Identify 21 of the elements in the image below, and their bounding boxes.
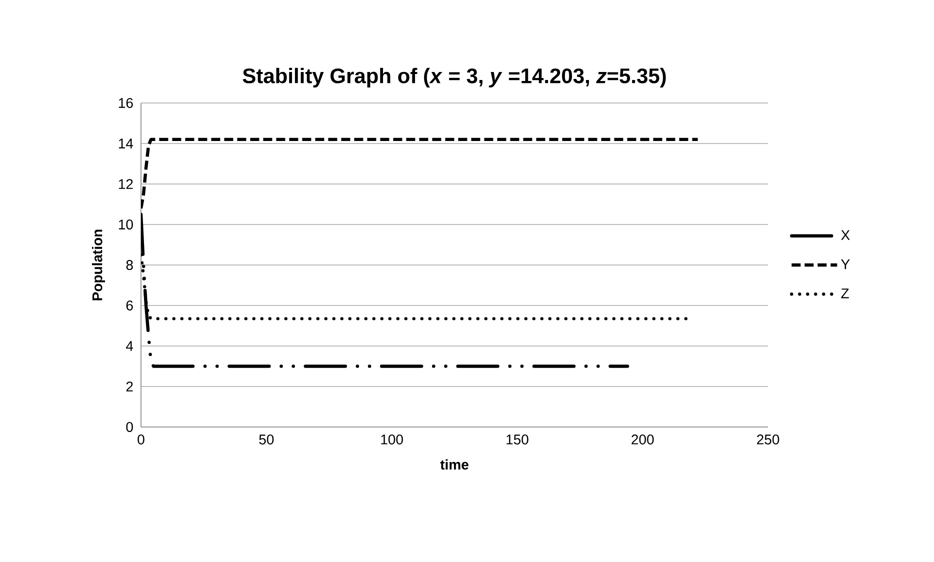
y-tick-label: 16 — [118, 98, 133, 108]
x-tick-label: 50 — [259, 434, 274, 444]
y-tick-label: 8 — [126, 260, 133, 270]
x-tick-label: 250 — [757, 434, 780, 444]
y-axis-title: Population — [92, 230, 106, 300]
y-tick-label: 10 — [118, 220, 133, 230]
x-tick-label: 150 — [506, 434, 528, 444]
x-tick-label: 200 — [632, 434, 654, 444]
chart-title: Stability Graph of (x = 3, y =14.203, z=5.35) — [242, 68, 666, 88]
x-tick-label: 0 — [138, 434, 144, 444]
y-tick-label: 14 — [118, 138, 134, 148]
legend-label: Y — [841, 259, 850, 270]
x-tick-label: 100 — [381, 434, 403, 444]
y-tick-label: 12 — [118, 179, 133, 189]
y-tick-label: 6 — [126, 300, 133, 310]
legend-label: X — [841, 230, 850, 240]
y-tick-label: 4 — [126, 341, 134, 351]
y-tick-label: 0 — [126, 422, 133, 432]
y-tick-label: 2 — [126, 382, 133, 392]
x-axis-title: time — [440, 459, 468, 470]
legend-label: Z — [841, 288, 849, 298]
